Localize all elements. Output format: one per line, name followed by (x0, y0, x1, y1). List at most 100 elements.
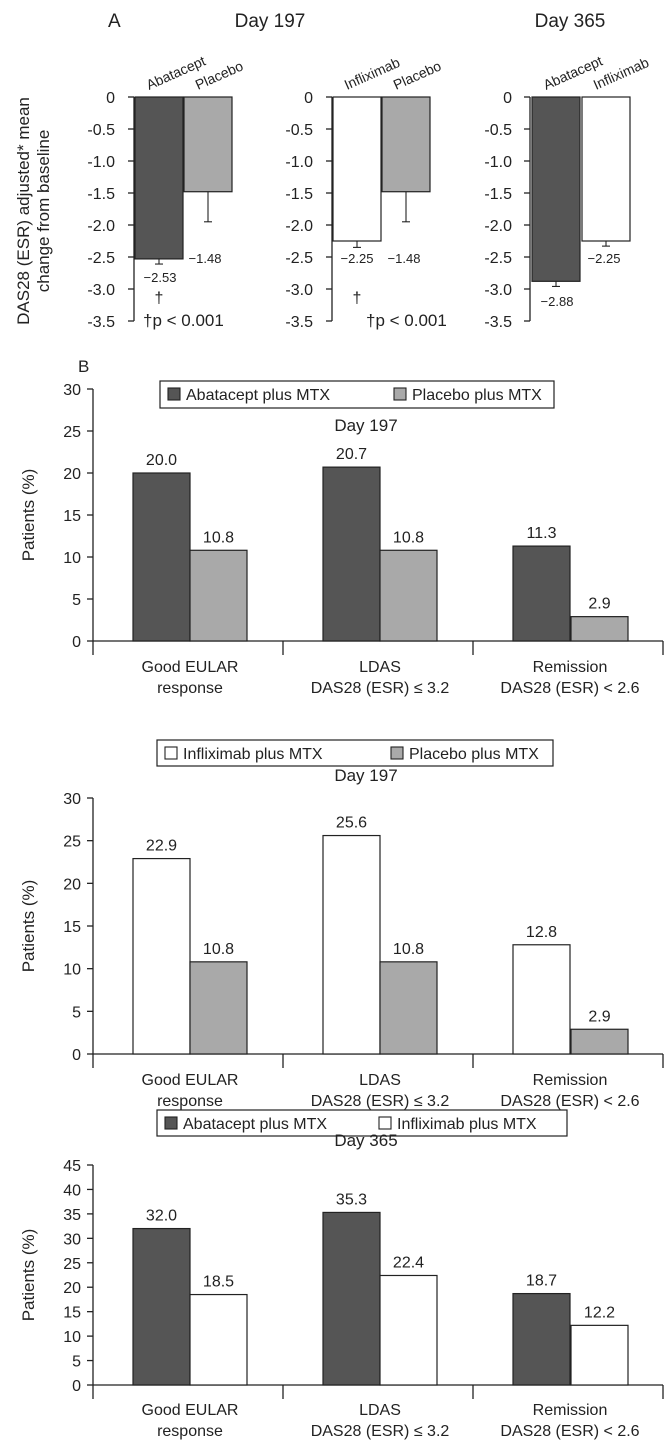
y-tick-label: -2.0 (484, 218, 512, 235)
bar-infliximab (512, 944, 571, 1055)
y-tick-label: 0 (72, 1047, 81, 1064)
significance-dagger: † (155, 290, 164, 307)
y-tick-label: -0.5 (484, 122, 512, 139)
y-tick-label: 35 (63, 1207, 81, 1224)
legend-box (159, 380, 555, 409)
legend-label-infliximab: Infliximab plus MTX (183, 746, 323, 763)
bar-value-label: 22.4 (393, 1254, 424, 1271)
bar-abatacept (512, 1292, 571, 1386)
chart-title: Day 197 (334, 416, 397, 435)
bar-infliximab (332, 96, 382, 242)
panel-a-header-day365: Day 365 (535, 11, 606, 32)
bar-abatacept (134, 96, 184, 260)
bar-placebo (189, 961, 248, 1055)
chart-title: Day 197 (334, 766, 397, 785)
legend-swatch-abatacept (164, 1116, 178, 1130)
bar-placebo (381, 96, 431, 193)
panel-a-chart-3: 0-0.5-1.0-1.5-2.0-2.5-3.0-3.5−2.88Abatac… (484, 52, 651, 331)
category-label-line1: Good EULAR (142, 659, 239, 676)
y-tick-label: -1.5 (484, 186, 512, 203)
bar-value-label: 20.0 (146, 452, 177, 469)
category-label-line1: Good EULAR (142, 1402, 239, 1419)
bar-value-label: 25.6 (336, 815, 367, 832)
y-axis-label: Patients (%) (19, 880, 38, 973)
bar-value-label: 10.8 (203, 941, 234, 958)
y-tick-label: 30 (63, 791, 81, 808)
y-tick-label: 5 (72, 592, 81, 609)
category-label-line1: LDAS (359, 659, 401, 676)
legend-swatch-infliximab (378, 1116, 392, 1130)
y-tick-label: 15 (63, 1305, 81, 1322)
bar-value-label: 20.7 (336, 446, 367, 463)
bar-value-label: 12.2 (584, 1304, 615, 1321)
bar-value-label: 11.3 (527, 525, 557, 542)
y-tick-label: 25 (63, 834, 81, 851)
y-tick-label: -2.5 (285, 250, 313, 267)
y-tick-label: -0.5 (285, 122, 313, 139)
bar-value-label: 2.9 (588, 596, 610, 613)
y-tick-label: 20 (63, 466, 81, 483)
y-tick-label: 15 (63, 919, 81, 936)
category-label-line2: DAS28 (ESR) < 2.6 (500, 1423, 639, 1440)
bar-abatacept (531, 96, 581, 282)
category-label-line2: DAS28 (ESR) < 2.6 (500, 1093, 639, 1110)
category-label-line1: Good EULAR (142, 1072, 239, 1089)
y-tick-label: 0 (106, 90, 115, 107)
y-tick-label: 0 (304, 90, 313, 107)
y-tick-label: -3.0 (484, 282, 512, 299)
category-label-line2: DAS28 (ESR) ≤ 3.2 (311, 1093, 450, 1110)
legend: Abatacept plus MTX Infliximab plus MTX (156, 1109, 568, 1137)
legend-label-placebo: Placebo plus MTX (412, 387, 542, 404)
category-label-line1: LDAS (359, 1072, 401, 1089)
bar-placebo (379, 549, 438, 642)
panel-b-label: B (78, 357, 89, 376)
bar-placebo (570, 1028, 629, 1055)
bar-value-label: −2.25 (588, 251, 621, 266)
category-label-line1: Remission (533, 1072, 608, 1089)
bar-value-label: 32.0 (146, 1208, 177, 1225)
y-tick-label: -3.0 (87, 282, 115, 299)
y-tick-label: 10 (63, 962, 81, 979)
significance-dagger: † (353, 290, 362, 307)
chart-title: Day 365 (334, 1131, 397, 1150)
y-tick-label: 5 (72, 1354, 81, 1371)
y-tick-label: -1.0 (484, 154, 512, 171)
significance-footnote: †p < 0.001 (366, 311, 447, 330)
bar-value-label: 12.8 (526, 924, 557, 941)
legend-box (156, 739, 554, 767)
y-tick-label: -3.5 (285, 314, 313, 331)
y-tick-label: 10 (63, 1329, 81, 1346)
y-tick-label: -1.0 (285, 154, 313, 171)
y-tick-label: 20 (63, 876, 81, 893)
category-label-line2: DAS28 (ESR) < 2.6 (500, 680, 639, 697)
bar-infliximab (379, 1274, 438, 1386)
category-label-line1: Remission (533, 1402, 608, 1419)
legend-swatch-abatacept (167, 387, 181, 401)
bar-value-label: 10.8 (203, 529, 234, 546)
legend-swatch-infliximab (164, 746, 178, 760)
legend-box (156, 1109, 568, 1137)
bar-value-label: 18.5 (203, 1274, 234, 1291)
bar-abatacept (322, 466, 381, 642)
bar-value-label: 10.8 (393, 941, 424, 958)
panel-b-chart-3: Abatacept plus MTX Infliximab plus MTXDay… (19, 1109, 664, 1440)
category-label-line2: response (157, 1423, 223, 1440)
bar-value-label: −2.25 (341, 251, 374, 266)
y-tick-label: 0 (72, 1378, 81, 1395)
category-label-line2: DAS28 (ESR) ≤ 3.2 (311, 1423, 450, 1440)
y-tick-label: -1.5 (87, 186, 115, 203)
y-tick-label: -2.0 (87, 218, 115, 235)
y-tick-label: 0 (72, 634, 81, 651)
category-label-line1: LDAS (359, 1402, 401, 1419)
bar-value-label: 35.3 (336, 1191, 367, 1208)
bar-abatacept (322, 1211, 381, 1386)
y-tick-label: -0.5 (87, 122, 115, 139)
panel-a-chart-2: 0 -0.5 -1.0 -1.5 -2.0 -2.5 -3.0 -3.5 −2.25 Inflix… (285, 54, 446, 331)
y-tick-label: -2.5 (484, 250, 512, 267)
legend-label-abatacept: Abatacept plus MTX (186, 387, 330, 404)
panel-a-header-day197: Day 197 (235, 11, 306, 32)
legend-swatch-placebo (390, 746, 404, 760)
y-tick-label: -1.0 (87, 154, 115, 171)
y-tick-label: 10 (63, 550, 81, 567)
